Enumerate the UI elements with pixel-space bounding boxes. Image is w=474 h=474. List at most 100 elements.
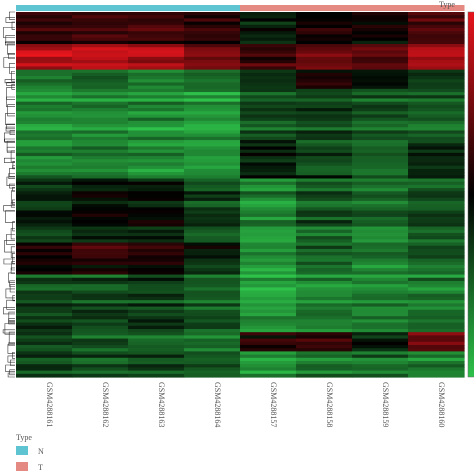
heatmap-cell bbox=[16, 370, 73, 375]
heatmap-cell bbox=[240, 15, 297, 20]
heatmap-cell bbox=[408, 63, 465, 68]
heatmap-cell bbox=[352, 303, 409, 308]
heatmap-cell bbox=[408, 245, 465, 250]
heatmap-cell bbox=[128, 114, 185, 119]
heatmap-cell bbox=[128, 92, 185, 96]
dendrogram-branch bbox=[12, 161, 15, 169]
heatmap-cell bbox=[240, 60, 297, 64]
legend-swatch-n bbox=[16, 446, 28, 455]
heatmap-cell bbox=[184, 207, 241, 212]
heatmap-cell bbox=[72, 284, 129, 288]
heatmap-cell bbox=[128, 53, 185, 58]
heatmap-cell bbox=[128, 40, 185, 45]
heatmap-cell bbox=[296, 207, 353, 212]
dendrogram-branch bbox=[12, 253, 15, 264]
heatmap-cell bbox=[72, 332, 129, 336]
heatmap-cell bbox=[72, 338, 129, 343]
heatmap-cell bbox=[240, 194, 297, 199]
heatmap-cell bbox=[72, 152, 129, 157]
heatmap-cell bbox=[240, 12, 297, 16]
heatmap-cell bbox=[296, 271, 353, 276]
dendrogram-branch bbox=[9, 280, 15, 287]
heatmap-cell bbox=[72, 120, 129, 125]
heatmap-cell bbox=[240, 188, 297, 192]
heatmap-cell bbox=[128, 360, 185, 365]
heatmap-cell bbox=[128, 50, 185, 55]
heatmap-cell bbox=[240, 293, 297, 298]
heatmap-cell bbox=[296, 72, 353, 77]
dendrogram-branch bbox=[5, 41, 15, 46]
heatmap-cell bbox=[296, 188, 353, 192]
heatmap-cell bbox=[128, 229, 185, 234]
heatmap-cell bbox=[16, 306, 73, 311]
heatmap-cell bbox=[72, 213, 129, 218]
heatmap-cell bbox=[16, 175, 73, 180]
heatmap-cell bbox=[72, 364, 129, 368]
heatmap-cell bbox=[408, 111, 465, 116]
heatmap-cell bbox=[296, 53, 353, 58]
heatmap-cell bbox=[16, 149, 73, 154]
heatmap-cell bbox=[408, 354, 465, 359]
heatmap-cell bbox=[352, 373, 409, 378]
heatmap-cell bbox=[408, 15, 465, 20]
heatmap-cell bbox=[184, 66, 241, 71]
column-label: GSM4288157 bbox=[269, 382, 278, 427]
legend-label-t: T bbox=[38, 463, 43, 472]
dendrogram-branch bbox=[7, 372, 15, 378]
heatmap-cell bbox=[72, 130, 129, 135]
heatmap-cell bbox=[72, 312, 129, 317]
heatmap-cell bbox=[240, 28, 297, 32]
heatmap-cell bbox=[408, 175, 465, 180]
heatmap-cell bbox=[352, 264, 409, 269]
heatmap-cell bbox=[408, 120, 465, 125]
heatmap-cell bbox=[352, 344, 409, 349]
heatmap-cell bbox=[184, 56, 241, 61]
heatmap-cell bbox=[184, 236, 241, 240]
heatmap-cell bbox=[184, 159, 241, 164]
heatmap-cell bbox=[408, 239, 465, 244]
heatmap-cell bbox=[240, 220, 297, 224]
dendrogram-branch bbox=[6, 82, 15, 86]
dendrogram-branch bbox=[3, 307, 15, 315]
heatmap-cell bbox=[408, 152, 465, 157]
dendrogram-branch bbox=[12, 199, 15, 205]
heatmap-cell bbox=[352, 274, 409, 279]
heatmap-cell bbox=[408, 322, 465, 327]
heatmap-cell bbox=[240, 236, 297, 240]
heatmap-cell bbox=[352, 18, 409, 23]
heatmap-cell bbox=[128, 322, 185, 327]
heatmap-cell bbox=[128, 188, 185, 192]
heatmap-cell bbox=[184, 226, 241, 231]
heatmap-cell bbox=[128, 293, 185, 298]
heatmap-cell bbox=[240, 351, 297, 356]
heatmap-cells bbox=[16, 12, 465, 378]
heatmap-cell bbox=[352, 188, 409, 192]
heatmap-cell bbox=[296, 300, 353, 304]
heatmap-cell bbox=[240, 319, 297, 324]
heatmap-cell bbox=[408, 165, 465, 170]
heatmap-cell bbox=[296, 220, 353, 224]
heatmap-cell bbox=[184, 95, 241, 100]
heatmap-cell bbox=[128, 280, 185, 285]
heatmap-cell bbox=[72, 239, 129, 244]
heatmap-cell bbox=[296, 156, 353, 160]
heatmap-cell bbox=[352, 191, 409, 196]
heatmap-cell bbox=[240, 344, 297, 349]
heatmap-cell bbox=[408, 248, 465, 253]
column-label: GSM4288161 bbox=[45, 382, 54, 427]
heatmap-cell bbox=[16, 319, 73, 324]
heatmap-cell bbox=[240, 306, 297, 311]
heatmap-cell bbox=[240, 130, 297, 135]
heatmap-cell bbox=[184, 341, 241, 346]
heatmap-cell bbox=[296, 367, 353, 372]
heatmap-cell bbox=[408, 223, 465, 228]
heatmap-cell bbox=[72, 181, 129, 186]
heatmap-cell bbox=[72, 98, 129, 103]
heatmap-cell bbox=[184, 370, 241, 375]
heatmap-cell bbox=[184, 351, 241, 356]
heatmap-cell bbox=[296, 172, 353, 176]
heatmap-cell bbox=[72, 293, 129, 298]
heatmap-cell bbox=[128, 146, 185, 151]
heatmap-cell bbox=[184, 290, 241, 295]
heatmap-cell bbox=[408, 53, 465, 58]
